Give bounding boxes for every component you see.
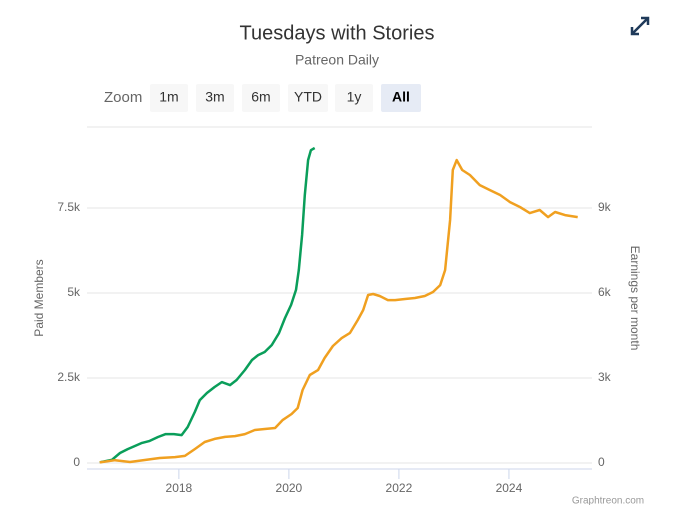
zoom-label: Zoom: [104, 89, 142, 106]
y-tick-label: 5k: [67, 285, 81, 299]
chart-subtitle: Patreon Daily: [295, 52, 379, 68]
zoom-button-bg: [150, 84, 188, 112]
x-tick-label: 2022: [386, 481, 413, 495]
zoom-button-label: 6m: [251, 89, 270, 105]
x-tick-label: 2018: [166, 481, 193, 495]
y2-tick-label: 6k: [598, 285, 612, 299]
series-line: [99, 158, 578, 464]
zoom-button-label: 1m: [159, 89, 178, 105]
series-line: [99, 146, 316, 464]
zoom-button-bg: [288, 84, 328, 112]
y-tick-label: 0: [73, 455, 80, 469]
zoom-button-bg: [196, 84, 234, 112]
zoom-button-bg: [242, 84, 280, 112]
y2-tick-label: 0: [598, 455, 605, 469]
credit: Graphtreon.com: [572, 496, 644, 505]
zoom-button-bg: [335, 84, 373, 112]
zoom-button-bg: [381, 84, 421, 112]
zoom-button[interactable]: 1y: [335, 84, 373, 112]
x-tick-label: 2024: [496, 481, 523, 495]
y-tick-label: 2.5k: [57, 370, 81, 384]
expand-icon[interactable]: [630, 16, 650, 36]
y2-tick-label: 9k: [598, 200, 612, 214]
zoom-button[interactable]: 1m: [150, 84, 188, 112]
zoom-button-label: All: [392, 89, 410, 105]
y-tick-label: 7.5k: [57, 200, 81, 214]
zoom-button-label: 3m: [205, 89, 224, 105]
zoom-button-label: YTD: [294, 89, 322, 105]
zoom-button[interactable]: 6m: [242, 84, 280, 112]
zoom-button[interactable]: All: [381, 84, 421, 112]
zoom-button[interactable]: 3m: [196, 84, 234, 112]
x-tick-label: 2020: [276, 481, 303, 495]
chart-title: Tuesdays with Stories: [240, 22, 435, 44]
zoom-button[interactable]: YTD: [288, 84, 328, 112]
y-axis-title: Paid Members: [32, 259, 46, 336]
y2-tick-label: 3k: [598, 370, 612, 384]
y2-axis-title: Earnings per month: [628, 246, 642, 351]
zoom-button-label: 1y: [347, 89, 362, 105]
